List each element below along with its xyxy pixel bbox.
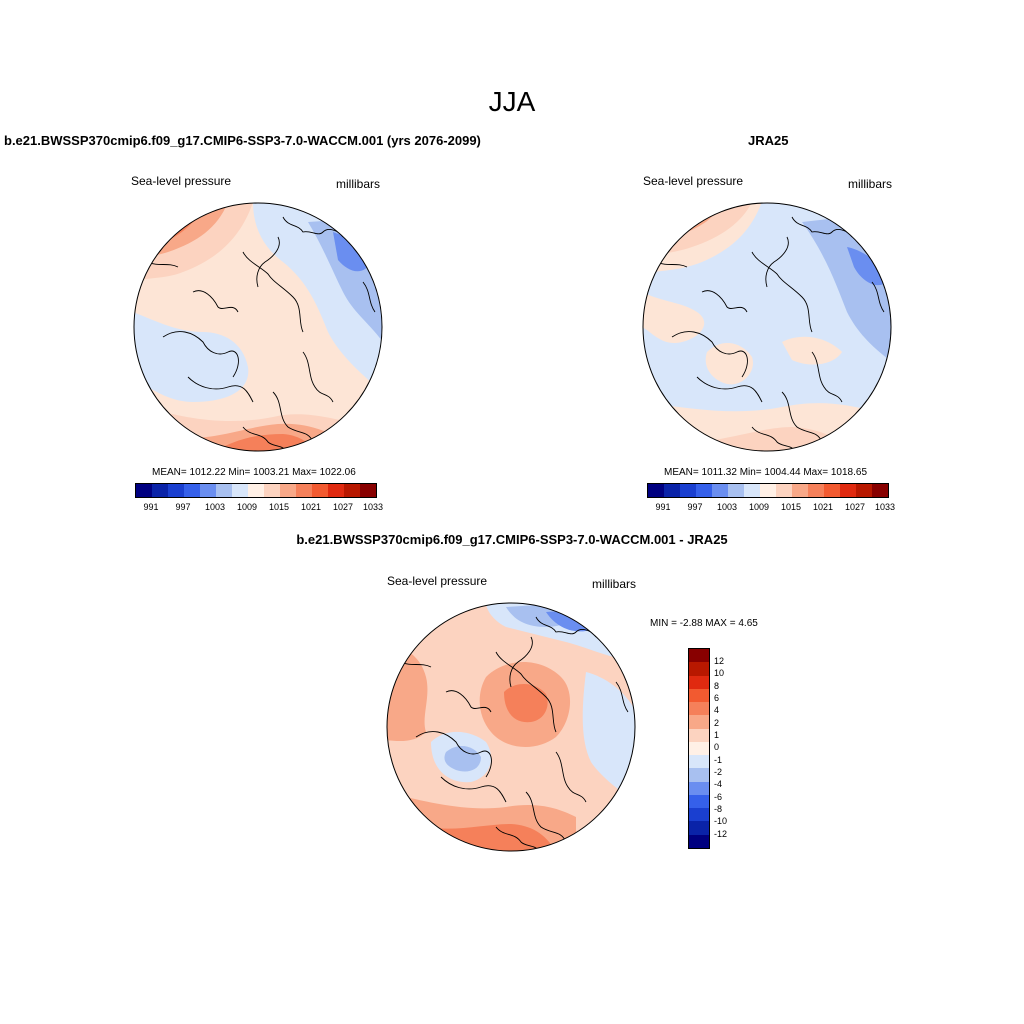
panel3-tick: -4 [714, 779, 723, 789]
colorbar-swatch [689, 755, 709, 769]
panel3-variable-label: Sea-level pressure [387, 574, 488, 588]
panel1-stats: MEAN= 1012.22 Min= 1003.21 Max= 1022.06 [152, 467, 356, 478]
colorbar-swatch [689, 702, 709, 716]
colorbar-swatch [689, 821, 709, 835]
colorbar-swatch [689, 728, 709, 742]
colorbar-swatch [689, 794, 709, 809]
panel3-tick: 2 [714, 718, 720, 728]
colorbar-swatch [689, 768, 709, 782]
panel3-tick: 0 [714, 742, 720, 752]
panel2-variable-label: Sea-level pressure [643, 174, 744, 188]
panel1-tick: 997 [175, 502, 191, 512]
colorbar-swatch [648, 484, 664, 497]
panel3-colorbar-ticks: 12 10 8 6 4 2 1 0 -1 -2 -4 -6 -8 -10 -12 [714, 648, 754, 848]
colorbar-swatch [824, 484, 840, 497]
colorbar-swatch [728, 484, 744, 497]
colorbar-swatch [840, 484, 856, 497]
panel3-tick: 1 [714, 730, 720, 740]
panel3-units-label: millibars [592, 577, 637, 591]
panel3-tick: 8 [714, 681, 720, 691]
colorbar-swatch [792, 484, 808, 497]
panel3-tick: -2 [714, 767, 723, 777]
panel1-tick: 1015 [268, 502, 290, 512]
panel2-tick: 1033 [874, 502, 896, 512]
panel1-polar-map [133, 202, 383, 452]
colorbar-swatch [696, 484, 712, 497]
panel2-tick: 1003 [716, 502, 738, 512]
colorbar-swatch [760, 484, 776, 497]
panel3-colorbar [688, 648, 710, 849]
colorbar-swatch [689, 741, 709, 756]
panel3-tick: -10 [714, 816, 728, 826]
colorbar-swatch [808, 484, 824, 497]
colorbar-swatch [689, 675, 709, 689]
panel3-tick: 4 [714, 705, 720, 715]
panel3-tick: -12 [714, 829, 728, 839]
colorbar-swatch [360, 484, 376, 497]
colorbar-swatch [184, 484, 200, 497]
colorbar-swatch [216, 484, 232, 497]
colorbar-swatch [152, 484, 168, 497]
colorbar-swatch [264, 484, 280, 497]
panel2-colorbar-ticks: 991 997 1003 1009 1015 1021 1027 1033 [647, 502, 895, 514]
colorbar-swatch [296, 484, 312, 497]
panel2-tick: 1021 [812, 502, 834, 512]
panel2-units-label: millibars [848, 177, 893, 191]
colorbar-swatch [689, 808, 709, 822]
colorbar-swatch [328, 484, 344, 497]
colorbar-swatch [872, 484, 888, 497]
colorbar-swatch [280, 484, 296, 497]
colorbar-swatch [680, 484, 696, 497]
panel3-tick: -8 [714, 804, 723, 814]
panel2-tick: 1009 [748, 502, 770, 512]
panel2-tick: 1027 [844, 502, 866, 512]
panel3-tick: 12 [714, 656, 725, 666]
colorbar-swatch [689, 649, 709, 663]
panel2-colorbar [647, 483, 889, 498]
panel1-title: b.e21.BWSSP370cmip6.f09_g17.CMIP6-SSP3-7… [4, 133, 481, 148]
panel1-tick: 991 [143, 502, 159, 512]
colorbar-swatch [200, 484, 216, 497]
colorbar-swatch [136, 484, 152, 497]
colorbar-swatch [689, 715, 709, 729]
panel1-tick: 1033 [362, 502, 384, 512]
panel3-stats: MIN = -2.88 MAX = 4.65 [650, 618, 758, 629]
panel1-tick: 1009 [236, 502, 258, 512]
panel3-polar-map [386, 602, 636, 852]
panel1-tick: 1027 [332, 502, 354, 512]
colorbar-swatch [856, 484, 872, 497]
panel2-title: JRA25 [748, 133, 789, 148]
panel2-tick: 991 [655, 502, 671, 512]
panel1-variable-label: Sea-level pressure [131, 174, 232, 188]
colorbar-swatch [689, 781, 709, 795]
colorbar-swatch [689, 662, 709, 676]
colorbar-swatch [168, 484, 184, 497]
colorbar-swatch [312, 484, 328, 497]
colorbar-swatch [232, 484, 248, 497]
panel1-tick: 1021 [300, 502, 322, 512]
panel2-tick: 997 [687, 502, 703, 512]
panel3-tick: -1 [714, 755, 723, 765]
panel2-polar-map [642, 202, 892, 452]
colorbar-swatch [344, 484, 360, 497]
panel3-tick: -6 [714, 792, 723, 802]
figure-title: JJA [488, 86, 536, 117]
colorbar-swatch [776, 484, 792, 497]
colorbar-swatch [744, 484, 760, 497]
panel3-tick: 6 [714, 693, 720, 703]
panel1-colorbar [135, 483, 377, 498]
colorbar-swatch [664, 484, 680, 497]
panel1-tick: 1003 [204, 502, 226, 512]
panel1-units-label: millibars [336, 177, 381, 191]
panel3-tick: 10 [714, 668, 725, 678]
colorbar-swatch [689, 834, 709, 848]
panel1-colorbar-ticks: 991 997 1003 1009 1015 1021 1027 1033 [135, 502, 383, 514]
panel2-stats: MEAN= 1011.32 Min= 1004.44 Max= 1018.65 [664, 467, 868, 478]
colorbar-swatch [712, 484, 728, 497]
panel2-tick: 1015 [780, 502, 802, 512]
colorbar-swatch [689, 688, 709, 703]
colorbar-swatch [248, 484, 264, 497]
panel3-title: b.e21.BWSSP370cmip6.f09_g17.CMIP6-SSP3-7… [296, 532, 728, 547]
